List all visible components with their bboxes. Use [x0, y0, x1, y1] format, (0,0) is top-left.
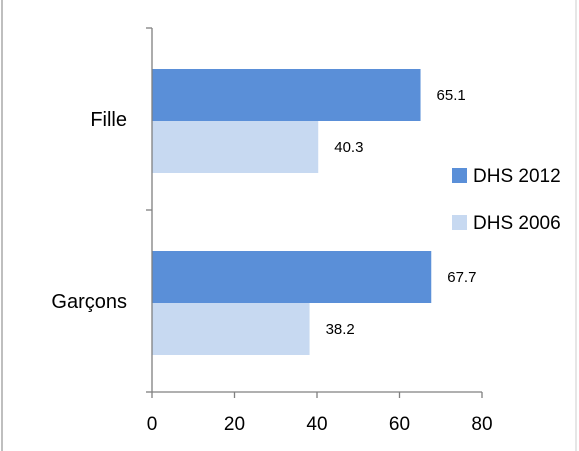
category-label: Fille	[90, 109, 127, 131]
x-tick-label: 20	[224, 414, 245, 435]
category-label: Garçons	[51, 291, 127, 313]
legend-label: DHS 2012	[473, 166, 561, 187]
legend-swatch	[452, 215, 467, 230]
bar-dhs2012-1	[152, 251, 432, 303]
legend: DHS 2012 DHS 2006	[452, 166, 561, 234]
data-label: 40.3	[334, 139, 363, 156]
bar-dhs2006-1	[152, 303, 310, 355]
x-tick-label: 80	[471, 414, 492, 435]
bar-dhs2012-0	[152, 69, 421, 121]
labels-group: 65.1 40.3 Fille 67.7 38.2 Garçons	[51, 87, 476, 338]
x-tick-label: 40	[306, 414, 327, 435]
x-tick-label: 60	[389, 414, 410, 435]
legend-swatch	[452, 168, 467, 183]
data-label: 67.7	[447, 269, 476, 286]
x-tick-label: 0	[147, 414, 158, 435]
data-label: 38.2	[326, 321, 355, 338]
data-label: 65.1	[437, 87, 466, 104]
bar-dhs2006-0	[152, 121, 319, 173]
axes-group: 0 20 40 60 80	[146, 27, 493, 435]
bars-group	[152, 69, 432, 355]
legend-label: DHS 2006	[473, 213, 561, 234]
